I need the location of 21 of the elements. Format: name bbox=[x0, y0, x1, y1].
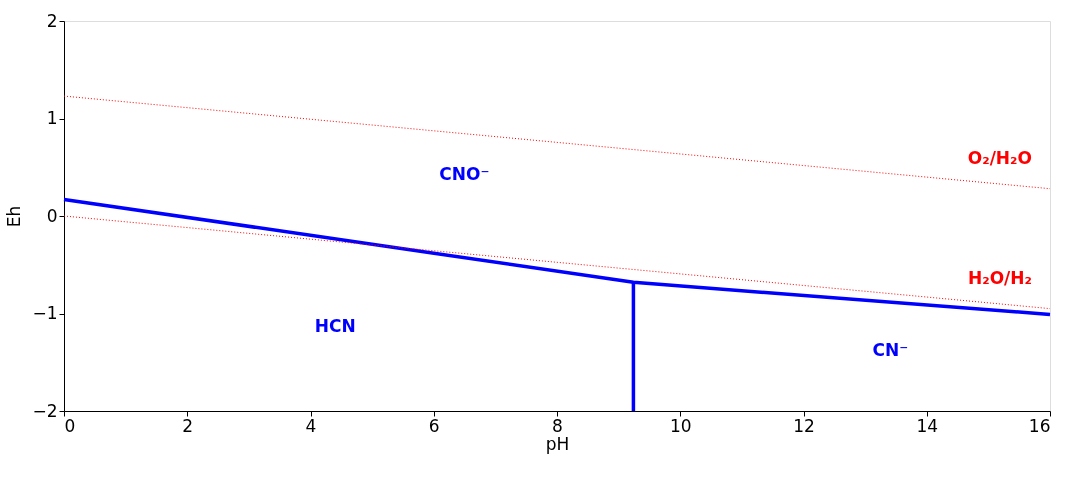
x-tick-label: 8 bbox=[552, 415, 563, 436]
x-tick-label: 12 bbox=[793, 415, 815, 436]
y-tick-label: 0 bbox=[46, 205, 58, 226]
x-tick-label: 0 bbox=[64, 415, 76, 436]
annotation: HCN bbox=[314, 316, 356, 337]
annotation: CNO⁻ bbox=[439, 164, 490, 185]
annotation: CN⁻ bbox=[872, 339, 909, 360]
y-tick-label: −1 bbox=[32, 303, 58, 323]
series-label: O₂/H₂O bbox=[967, 147, 1032, 168]
x-tick-label: 16 bbox=[1028, 415, 1051, 436]
x-tick-label: 6 bbox=[428, 415, 440, 436]
y-axis-title: Eh bbox=[4, 205, 25, 228]
x-tick-label: 2 bbox=[182, 415, 194, 436]
y-tick-label: −2 bbox=[32, 400, 58, 421]
y-tick-label: 1 bbox=[46, 108, 58, 128]
x-tick-label: 4 bbox=[305, 415, 317, 436]
y-tick-label: 2 bbox=[46, 10, 58, 31]
series-label: H₂O/H₂ bbox=[967, 267, 1032, 288]
x-tick-label: 10 bbox=[669, 415, 692, 436]
x-axis-title: pH bbox=[545, 433, 570, 454]
x-tick-label: 14 bbox=[916, 415, 939, 436]
